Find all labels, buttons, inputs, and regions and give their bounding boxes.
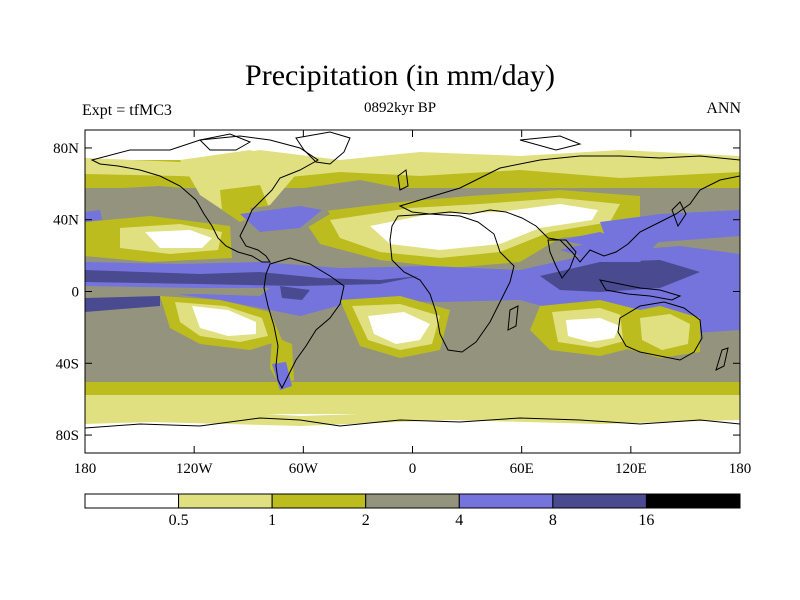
map-subtitle: 0892kyr BP [363, 100, 437, 116]
colorbar-swatch [365, 493, 460, 509]
field-cold-tongue-grey [85, 286, 270, 296]
experiment-label: Expt = tfMC3 [82, 102, 172, 119]
field-north-pacific-grey [85, 186, 230, 212]
coastline-indonesia [598, 279, 682, 301]
field-itcz-dark [85, 270, 420, 286]
coastlines [85, 131, 740, 429]
lat-tick-label: 40N [53, 213, 79, 229]
lat-tick-label: 80S [56, 428, 79, 444]
colorbar-labels: 0.5 1 2 4 8 16 [169, 512, 655, 529]
lon-tick-label: 120W [176, 461, 214, 477]
colorbar-level-label: 2 [362, 512, 370, 529]
colorbar-level-label: 1 [268, 512, 276, 529]
field-antarctica-edge [85, 409, 740, 426]
coastline-antarctica [85, 417, 740, 429]
field-s-atlantic-dry [368, 312, 430, 344]
coastline-south-america [263, 257, 345, 390]
field-s-indian-dry [566, 318, 620, 342]
coastline-uk [397, 169, 409, 191]
lon-tick-label: 180 [729, 461, 752, 477]
coastline-africa [389, 213, 515, 353]
lon-tick-label: 60E [510, 461, 534, 477]
season-label: ANN [706, 100, 741, 117]
field-ne-pacific-dry [145, 230, 212, 248]
coastline-japan [671, 201, 687, 228]
coastline-north-america [90, 135, 319, 263]
field-n-atlantic-blue [240, 206, 322, 232]
field-n-pacific-blue-west [85, 210, 102, 222]
coastline-arctic-islands [198, 133, 582, 151]
colorbar-level-label: 8 [549, 512, 557, 529]
lat-tick-label: 80N [53, 141, 79, 157]
coastline-greenland [295, 131, 351, 165]
field-amazon-dark [280, 286, 310, 300]
coastline-europe-asia [398, 155, 740, 263]
field-spcz-dark [85, 296, 160, 312]
longitude-axis: 180 120W 60W 0 60E 120E 180 [74, 130, 752, 477]
field-patagonia-blue [272, 362, 292, 390]
colorbar-swatch [84, 493, 180, 509]
colorbar-swatch [552, 493, 647, 509]
latitude-axis: 80N 40N 0 40S 80S [53, 141, 740, 444]
field-se-pacific-dry [192, 306, 256, 336]
field-southern-band-light [85, 395, 740, 415]
colorbar-swatch [271, 493, 367, 509]
colorbar-level-label: 4 [455, 512, 463, 529]
precipitation-field [85, 130, 740, 453]
map-title: Precipitation (in mm/day) [245, 59, 555, 92]
lat-tick-label: 40S [56, 356, 79, 372]
lon-tick-label: 120E [615, 461, 647, 477]
colorbar [84, 493, 741, 509]
colorbar-swatch [458, 493, 554, 509]
coastline-new-zealand [715, 347, 729, 371]
colorbar-level-label: 0.5 [169, 512, 189, 529]
field-north-america-light [180, 150, 300, 215]
field-north-atlantic-grey [290, 180, 420, 210]
field-indian-ocean-dark [540, 260, 700, 292]
lon-tick-label: 0 [409, 461, 417, 477]
coastline-australia [617, 301, 703, 361]
lon-tick-label: 60W [289, 461, 319, 477]
coastline-india [547, 239, 577, 279]
colorbar-level-label: 16 [638, 512, 654, 529]
lat-tick-label: 0 [72, 285, 80, 301]
field-himalaya-blue [560, 232, 620, 248]
field-australia-light [640, 314, 690, 350]
coastline-madagascar [507, 305, 519, 331]
colorbar-swatch [645, 493, 741, 509]
colorbar-swatch [178, 493, 273, 509]
lon-tick-label: 180 [74, 461, 97, 477]
